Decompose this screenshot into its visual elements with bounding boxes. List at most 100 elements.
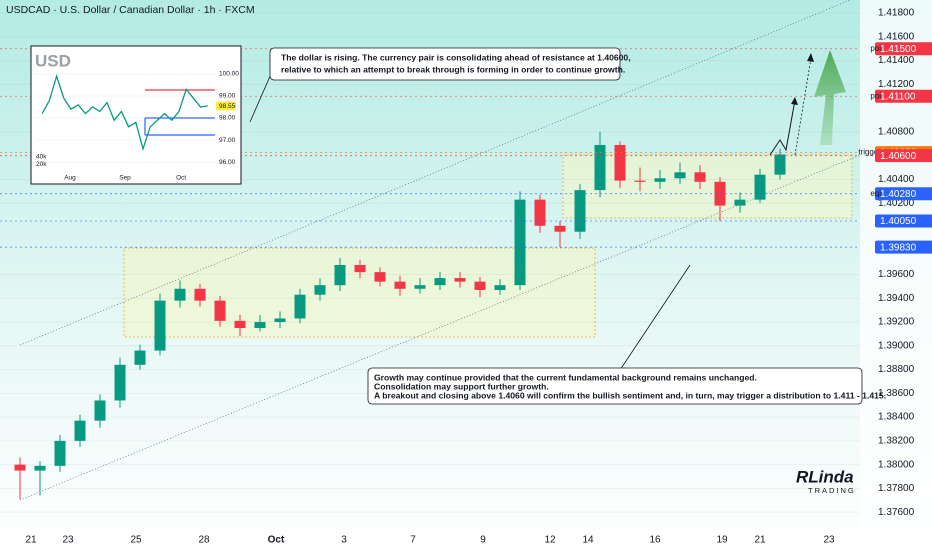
callout-pointer: [249, 73, 272, 123]
price-badge-label: 1.39830: [880, 242, 917, 253]
price-badge-label: 1.41500: [880, 44, 917, 55]
y-tick-label: 1.39600: [878, 269, 915, 280]
x-tick-label: 12: [544, 535, 556, 546]
candle-body: [774, 154, 786, 175]
x-tick-label: 19: [716, 535, 728, 546]
price-badge-label: 98.55: [219, 103, 236, 110]
note-text: Consolidation may support further growth…: [374, 381, 549, 391]
price-badge: [875, 187, 932, 201]
price-badge-label: 1.40600: [880, 151, 917, 162]
candle-body: [314, 285, 326, 295]
price-badge: [216, 101, 236, 111]
y-tick-label: 99.00: [219, 93, 236, 100]
candle-body: [134, 350, 146, 365]
y-tick-label: 1.41400: [878, 55, 915, 66]
candle-body: [574, 190, 586, 232]
x-tick-label: Sep: [119, 175, 131, 182]
y-tick-label: 1.41800: [878, 8, 915, 19]
y-tick-label: 1.40400: [878, 174, 915, 185]
callout-box: [367, 367, 863, 405]
main-layer: 1.41800 1.41600 1.41400 1.41200 1.40800 1.404…: [0, 8, 932, 546]
price-badge: [875, 42, 932, 56]
x-tick-label: 21: [25, 535, 37, 546]
candle-body: [414, 285, 426, 289]
y-tick-label: 1.39200: [878, 317, 915, 328]
x-tick-label: Aug: [64, 175, 76, 182]
candle-body: [234, 320, 246, 328]
arrow-head: [807, 53, 814, 62]
inset-frame: [30, 45, 242, 185]
note-text: The dollar is rising. The currency pair …: [281, 52, 631, 62]
x-tick-label: 28: [198, 535, 210, 546]
x-tick-label: 23: [823, 535, 835, 546]
candle-body: [614, 144, 626, 181]
volume-tick-label: 20k: [36, 161, 47, 168]
candle-body: [334, 265, 346, 286]
candle-body: [534, 199, 546, 226]
arrow-head: [791, 97, 798, 105]
y-tick-label: 1.38600: [878, 388, 915, 399]
candle-body: [734, 199, 746, 206]
x-tick-label: 16: [649, 535, 661, 546]
price-line: [41, 73, 208, 152]
brand-logo: TRADING: [808, 486, 856, 495]
candle-body: [694, 172, 706, 182]
level-tag: poi: [870, 44, 881, 53]
note-text: Growth may continue provided that the cu…: [374, 372, 757, 382]
y-tick-label: 96.00: [219, 159, 236, 166]
y-tick-label: 1.39000: [878, 340, 915, 351]
candle-body: [294, 294, 306, 319]
projection-line: [794, 57, 812, 156]
x-tick-label: 25: [130, 535, 142, 546]
range-zone: [562, 154, 853, 219]
candle-body: [494, 285, 506, 290]
y-tick-label: 98.00: [219, 115, 236, 122]
note-text: relative to which an attempt to break th…: [281, 64, 625, 74]
level-tag: eql: [870, 189, 881, 198]
price-badge: [875, 240, 932, 254]
brand-logo: RLinda: [796, 467, 854, 486]
price-badge-label: 1.40280: [880, 189, 917, 200]
price-badge-label: 1.40050: [880, 216, 917, 227]
candle-body: [474, 281, 486, 290]
candle-body: [594, 144, 606, 191]
projection-line: [769, 99, 796, 156]
y-tick-label: 1.38200: [878, 436, 915, 447]
candle-body: [654, 178, 666, 182]
candle-body: [154, 300, 166, 351]
candle-body: [34, 465, 46, 471]
callout-box: [269, 47, 621, 81]
candle-body: [674, 172, 686, 179]
growth-arrow: [814, 50, 846, 145]
inset-layer: 100.00 99.00 98.00 97.00 96.00 Aug Sep Oct 40k20…: [35, 71, 239, 182]
candle-body: [214, 300, 226, 321]
level-tag: trigger: [858, 148, 881, 157]
y-tick-label: 1.39400: [878, 293, 915, 304]
y-tick-label: 100.00: [219, 71, 239, 78]
volume-tick-label: 40k: [36, 154, 47, 161]
candle-body: [634, 180, 646, 182]
candle-body: [174, 288, 186, 301]
candle-body: [434, 278, 446, 286]
y-tick-label: 1.41600: [878, 31, 915, 42]
y-tick-label: 1.37800: [878, 483, 915, 494]
time-axis-bg: [0, 530, 860, 550]
y-tick-label: 1.38800: [878, 364, 915, 375]
x-tick-label: 3: [341, 535, 347, 546]
price-badge: [875, 89, 932, 103]
candle-body: [94, 400, 106, 421]
candle-body: [374, 272, 386, 282]
y-tick-label: 1.38400: [878, 412, 915, 423]
candle-body: [114, 364, 126, 401]
candle-body: [394, 281, 406, 289]
candle-body: [54, 440, 66, 466]
candle-body: [274, 318, 286, 323]
x-tick-label: 23: [62, 535, 74, 546]
x-tick-label: 7: [410, 535, 416, 546]
level-tag: poi: [870, 91, 881, 100]
price-badge-label: 1.41100: [880, 91, 916, 102]
x-tick-label: 21: [754, 535, 766, 546]
candle-body: [554, 225, 566, 232]
